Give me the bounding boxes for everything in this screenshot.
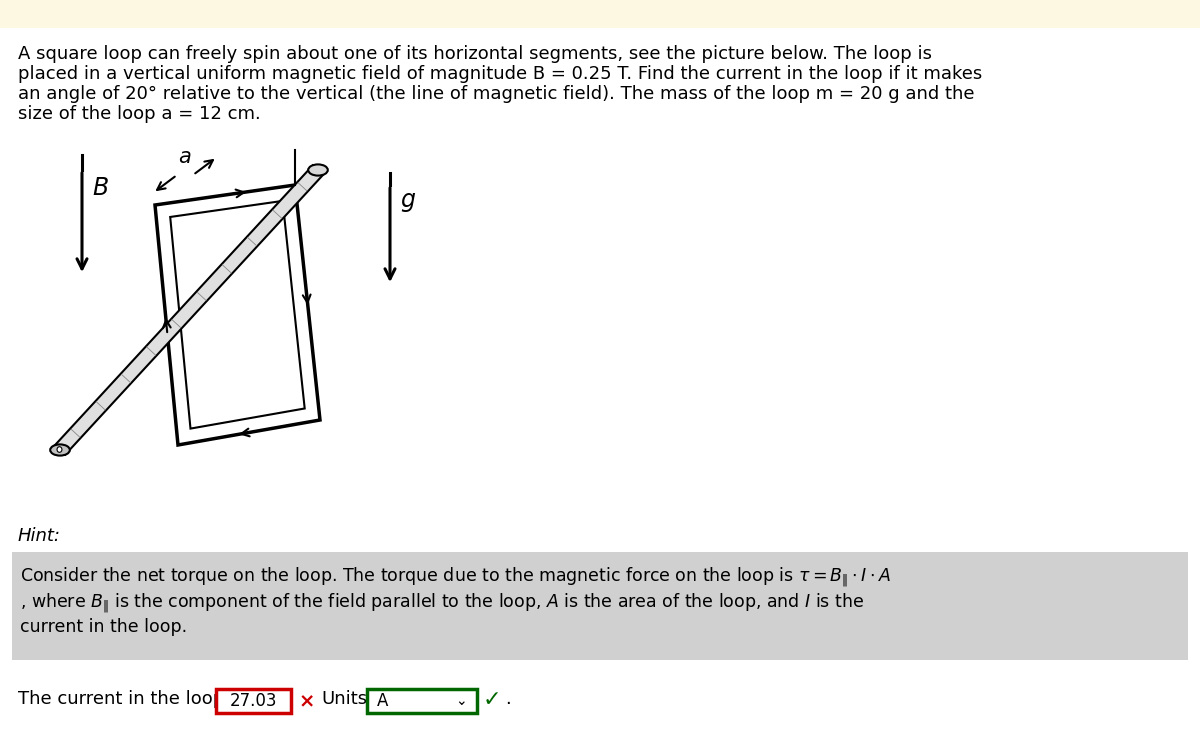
- Ellipse shape: [58, 446, 62, 452]
- Ellipse shape: [50, 444, 70, 455]
- Text: $a$: $a$: [179, 147, 192, 167]
- Text: ×: ×: [299, 692, 316, 711]
- Text: The current in the loop, I =: The current in the loop, I =: [18, 690, 268, 708]
- Bar: [0, 0, 1200, 28]
- Text: Hint:: Hint:: [18, 527, 61, 545]
- Text: an angle of 20° relative to the vertical (the line of magnetic field). The mass : an angle of 20° relative to the vertical…: [18, 85, 974, 103]
- Ellipse shape: [308, 164, 328, 176]
- Text: .: .: [505, 690, 511, 708]
- Bar: [216, 689, 292, 713]
- Text: A: A: [377, 692, 389, 710]
- Text: Consider the net torque on the loop. The torque due to the magnetic force on the: Consider the net torque on the loop. The…: [20, 566, 890, 589]
- Polygon shape: [55, 165, 323, 455]
- Bar: [12, 552, 1188, 660]
- Text: , where $B_{\|}$ is the component of the field parallel to the loop, $A$ is the : , where $B_{\|}$ is the component of the…: [20, 592, 864, 615]
- Text: ✓: ✓: [482, 690, 502, 710]
- Bar: [367, 689, 478, 713]
- Text: placed in a vertical uniform magnetic field of magnitude B = 0.25 T. Find the cu: placed in a vertical uniform magnetic fi…: [18, 65, 983, 83]
- Polygon shape: [155, 185, 320, 445]
- Text: Units: Units: [322, 690, 367, 708]
- Text: $g$: $g$: [400, 190, 416, 214]
- Text: ⌄: ⌄: [455, 694, 467, 708]
- Text: 27.03: 27.03: [229, 692, 277, 710]
- Text: A square loop can freely spin about one of its horizontal segments, see the pict: A square loop can freely spin about one …: [18, 45, 932, 63]
- Text: size of the loop a = 12 cm.: size of the loop a = 12 cm.: [18, 105, 260, 123]
- Text: $B$: $B$: [92, 176, 109, 200]
- Text: current in the loop.: current in the loop.: [20, 618, 187, 636]
